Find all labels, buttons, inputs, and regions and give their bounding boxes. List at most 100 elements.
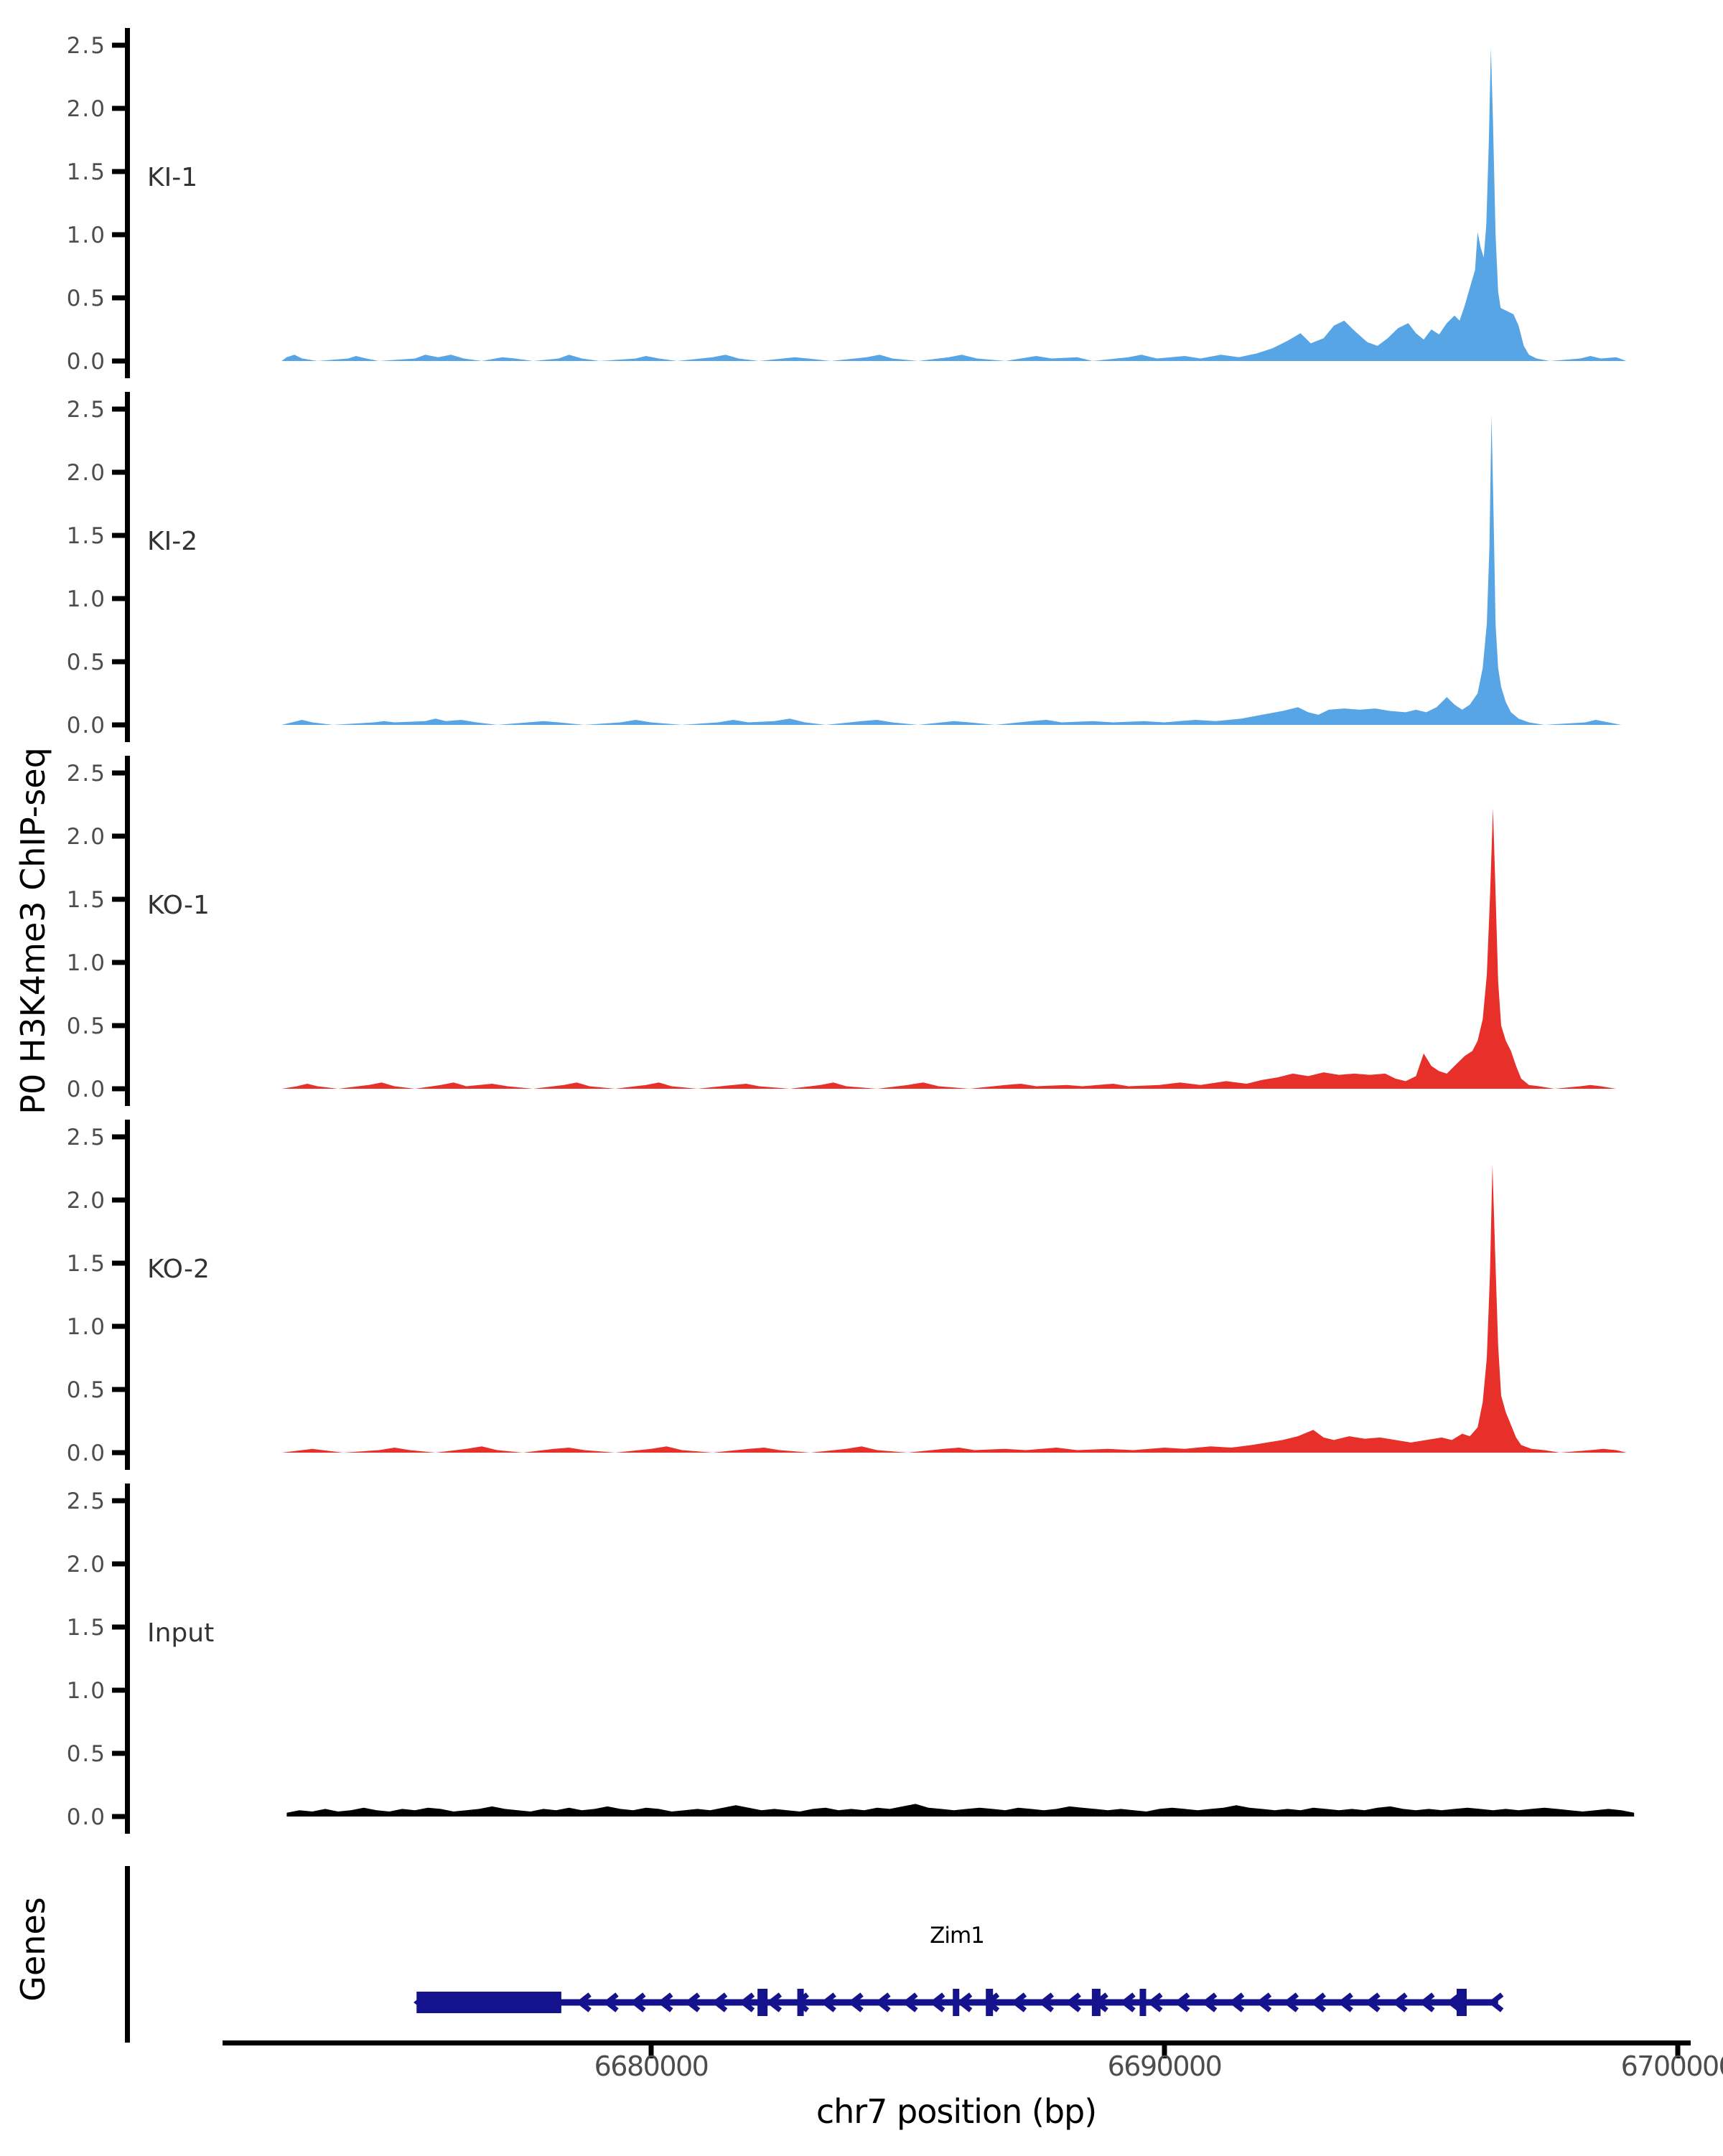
x-axis-tick [648,2045,654,2058]
gene-strand-arrow [657,1992,673,2012]
gene-exon-tick [953,1989,960,2016]
gene-strand-arrow [984,1992,1000,2012]
y-axis-tick [112,960,128,965]
track-label-input: Input [147,1618,214,1648]
gene-strand-arrow [956,1992,973,2012]
gene-strand-arrow [602,1992,619,2012]
gene-strand-arrow [630,1992,646,2012]
y-axis-tick-label: 1.0 [67,222,106,248]
x-axis-tick-label: 6690000 [1108,2050,1222,2082]
gene-strand-arrow [929,1992,945,2012]
gene-strand-arrow [821,1992,836,2012]
signal-area-input [286,1804,1635,1817]
y-axis-tick [112,1624,128,1630]
y-axis-tick-label: 2.0 [67,1188,106,1214]
y-axis-tick [112,1197,128,1203]
gene-strand-arrow [1174,1992,1190,2012]
y-axis-tick-label: 0.5 [67,650,106,675]
gene-strand-arrow [793,1992,809,2012]
y-axis-tick [112,1086,128,1092]
y-axis-tick [112,406,128,412]
gene-strand-arrow [739,1992,755,2012]
y-axis-tick-label: 1.0 [67,586,106,612]
y-axis-tick-label: 0.0 [67,1804,106,1830]
gene-strand-arrow [711,1992,728,2012]
y-axis-tick [112,42,128,48]
y-axis-tick [112,1750,128,1756]
gene-strand-arrow [1364,1992,1381,2012]
y-axis-line [125,392,130,742]
y-axis-tick [112,358,128,364]
gene-strand-arrow [1488,1992,1504,2012]
y-axis-tick-label: 1.0 [67,1678,106,1704]
y-axis-tick-label: 2.0 [67,824,106,850]
y-axis-line [125,1484,130,1834]
y-axis-tick [112,533,128,538]
y-axis-tick-label: 2.0 [67,96,106,122]
y-axis-tick [112,1687,128,1693]
gene-strand-arrow [1092,1992,1108,2012]
gene-exon-box [416,1992,561,2013]
y-axis-line [125,1120,130,1470]
gene-strand-arrow [1147,1992,1163,2012]
gene-strand-arrow [1419,1992,1435,2012]
x-axis-tick-label: 6700000 [1621,2050,1723,2082]
y-axis-tick [112,232,128,238]
y-axis-tick [112,1260,128,1266]
gene-exon-tick [1139,1989,1147,2016]
y-axis-line [125,28,130,378]
y-axis-tick-label: 0.0 [67,713,106,739]
y-axis-tick-label: 2.5 [67,761,106,787]
gene-exon-tick [757,1989,768,2016]
y-axis-tick-label: 0.5 [67,1377,106,1403]
y-axis-tick-label: 2.5 [67,1125,106,1150]
y-axis-tick-label: 2.0 [67,460,106,486]
gene-strand-arrow [1446,1992,1462,2012]
track-label-ki-1: KI-1 [147,163,197,192]
x-axis-line [223,2040,1691,2045]
x-axis-tick [1675,2045,1681,2058]
gene-strand-arrow [1038,1992,1054,2012]
gene-strand-arrow [1337,1992,1353,2012]
y-axis-tick [112,169,128,174]
gene-strand-arrow [1201,1992,1218,2012]
y-axis-tick-label: 0.5 [67,1741,106,1767]
y-axis-tick [112,1323,128,1329]
y-axis-tick [112,1387,128,1392]
signal-area-ko-1 [281,808,1617,1089]
y-axis-tick [112,1023,128,1028]
y-axis-tick-label: 1.5 [67,887,106,913]
y-axis-tick [112,469,128,475]
y-axis-tick-label: 0.5 [67,1013,106,1039]
y-axis-tick [112,106,128,111]
y-axis-tick-label: 0.0 [67,349,106,375]
genes-axis-label: Genes [14,1897,52,2001]
signal-area-ko-2 [281,1164,1627,1453]
gene-strand-arrow [1283,1992,1299,2012]
gene-strand-arrow [414,1992,429,2012]
gene-strand-arrow [1119,1992,1136,2012]
gene-strand-arrow [1011,1992,1027,2012]
gene-strand-arrow [1310,1992,1326,2012]
gene-exon-tick [1456,1989,1467,2016]
y-axis-tick [112,896,128,902]
y-axis-tick-label: 2.5 [67,397,106,423]
gene-strand-arrow [1391,1992,1408,2012]
generated-layer: 0.0 0.5 1.0 1.5 2.0 2.5 KI-1 0.0 0.5 1.0 1.5 2.0 2.5… [67,28,1723,2082]
track-label-ko-2: KO-2 [147,1255,210,1284]
x-axis-title: chr7 position (bp) [816,2092,1096,2131]
gene-strand-arrow [766,1992,783,2012]
y-axis-tick [112,1814,128,1819]
gene-strand-arrow [684,1992,701,2012]
signal-area-ki-2 [281,415,1622,725]
gene-strand-arrow [1065,1992,1081,2012]
y-axis-line [125,756,130,1106]
y-axis-tick-label: 1.5 [67,523,106,549]
y-axis-tick [112,659,128,665]
gene-strand-arrow [1228,1992,1245,2012]
y-axis-tick-label: 0.0 [67,1077,106,1102]
y-axis-tick-label: 1.5 [67,1615,106,1641]
y-axis-tick-label: 1.0 [67,950,106,976]
